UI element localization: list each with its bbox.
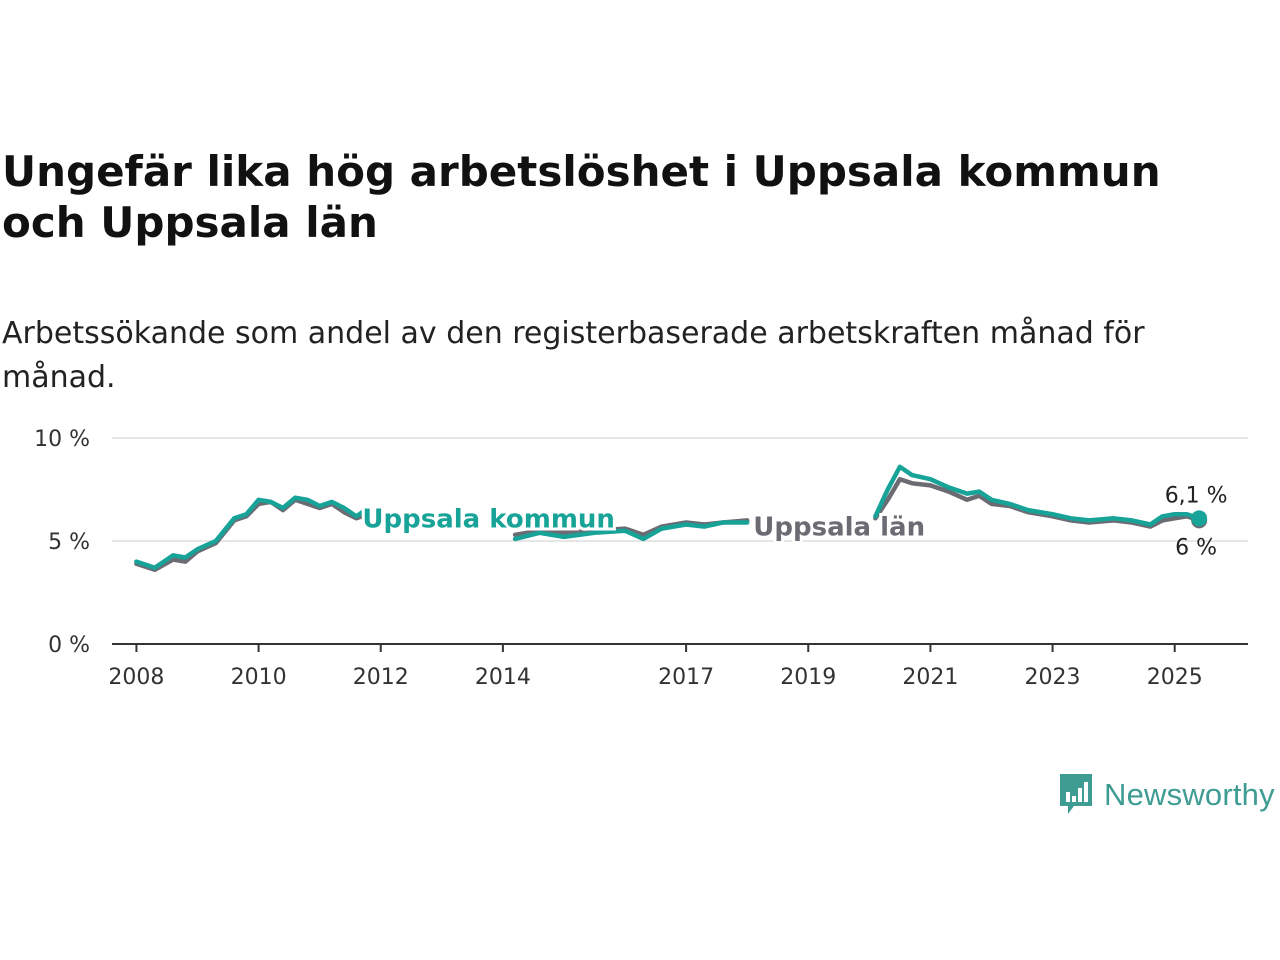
brand-logo: Newsworthy [1058, 772, 1275, 818]
x-tick-label: 2019 [780, 665, 836, 690]
series-label: Uppsala kommun [362, 504, 615, 534]
y-tick-label: 5 % [48, 530, 90, 555]
series-line-uppsala-kommun [512, 520, 750, 542]
x-tick-label: 2008 [108, 665, 164, 690]
x-tick-label: 2021 [902, 665, 958, 690]
brand-name: Newsworthy [1104, 777, 1275, 812]
x-tick-label: 2023 [1025, 665, 1081, 690]
chart-subtitle: Arbetssökande som andel av den registerb… [2, 316, 1145, 395]
end-value-label: 6,1 % [1165, 483, 1228, 508]
axes: 0 % 5 % 10 % 2008 2010 2012 2014 2017 2019 2021 20… [34, 427, 1248, 690]
series-line-uppsala-kommun [873, 464, 1202, 527]
series-lines [134, 464, 1208, 573]
newsworthy-logo-icon [1060, 774, 1092, 814]
line-chart: 0 % 5 % 10 % 2008 2010 2012 2014 2017 2019 2021 20… [34, 427, 1248, 690]
end-value-label: 6 % [1175, 535, 1217, 560]
chart-title: Ungefär lika hög arbetslöshet i Uppsala … [2, 147, 1161, 247]
series-line-uppsala-kommun [134, 495, 371, 571]
x-tick-label: 2025 [1147, 665, 1203, 690]
x-tick-label: 2012 [353, 665, 409, 690]
series-label: Uppsala län [753, 513, 925, 543]
y-tick-label: 10 % [34, 427, 90, 452]
x-tick-label: 2010 [231, 665, 287, 690]
x-tick-label: 2017 [658, 665, 714, 690]
y-tick-label: 0 % [48, 633, 90, 658]
series-labels: Uppsala kommun Uppsala län 6,1 % 6 % [359, 483, 1228, 560]
end-point-marker [1191, 510, 1208, 527]
x-tick-label: 2014 [475, 665, 531, 690]
grid-lines [112, 437, 1248, 542]
